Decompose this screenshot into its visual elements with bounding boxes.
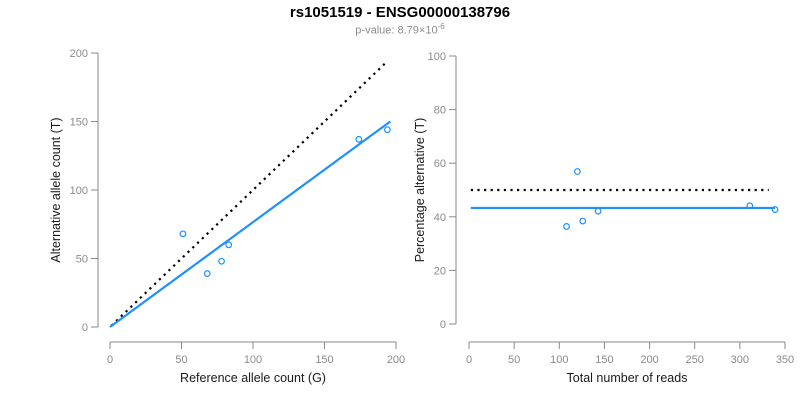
data-point — [179, 230, 187, 238]
identity-line — [110, 60, 389, 327]
left-xaxis-title: Reference allele count (G) — [180, 371, 326, 385]
x-tick-label: 100 — [244, 354, 262, 366]
y-tick-label: 60 — [434, 158, 446, 170]
x-tick-label: 150 — [595, 354, 613, 366]
regression-line — [109, 120, 391, 328]
y-tick-label: 50 — [76, 254, 88, 266]
left-yaxis-title: Alternative allele count (T) — [49, 117, 63, 263]
x-tick-label: 200 — [640, 354, 658, 366]
y-tick-label: 200 — [70, 48, 88, 60]
x-tick-label: 200 — [387, 354, 405, 366]
y-tick-label: 100 — [70, 185, 88, 197]
data-point — [384, 126, 391, 134]
x-tick-label: 50 — [175, 354, 187, 366]
data-point — [579, 217, 587, 225]
x-tick-label: 250 — [686, 354, 704, 366]
x-tick-label: 50 — [508, 354, 520, 366]
right-xaxis-title: Total number of reads — [566, 371, 688, 385]
data-point — [563, 223, 570, 230]
y-tick-label: 0 — [440, 319, 446, 331]
data-point — [771, 206, 779, 213]
figure-title: rs1051519 - ENSG00000138796 — [289, 4, 511, 21]
figure-subtitle: p-value: 8.79×10-6 — [0, 22, 800, 37]
pvalue-base: 10 — [425, 24, 438, 37]
y-tick-label: 0 — [82, 322, 88, 334]
data-point — [594, 207, 602, 215]
right-yaxis-title: Percentage alternative (T) — [413, 117, 427, 263]
y-tick-label: 40 — [434, 212, 446, 224]
x-tick-label: 150 — [315, 354, 333, 366]
y-tick-label: 150 — [70, 117, 88, 129]
data-point — [573, 168, 581, 175]
data-point — [746, 202, 754, 210]
pvalue-exponent: -6 — [437, 22, 445, 31]
x-tick-label: 300 — [731, 354, 749, 366]
y-tick-label: 20 — [434, 265, 446, 277]
data-point — [203, 270, 211, 277]
y-tick-label: 80 — [434, 105, 446, 117]
data-point — [225, 241, 233, 249]
y-tick-label: 100 — [428, 51, 446, 63]
x-tick-label: 0 — [107, 354, 113, 366]
pvalue-prefix: p-value: 8.79× — [355, 24, 426, 37]
data-point — [218, 257, 225, 265]
x-tick-label: 0 — [466, 354, 472, 366]
data-point — [355, 135, 363, 143]
x-tick-label: 350 — [776, 354, 794, 366]
x-tick-label: 100 — [550, 354, 568, 366]
